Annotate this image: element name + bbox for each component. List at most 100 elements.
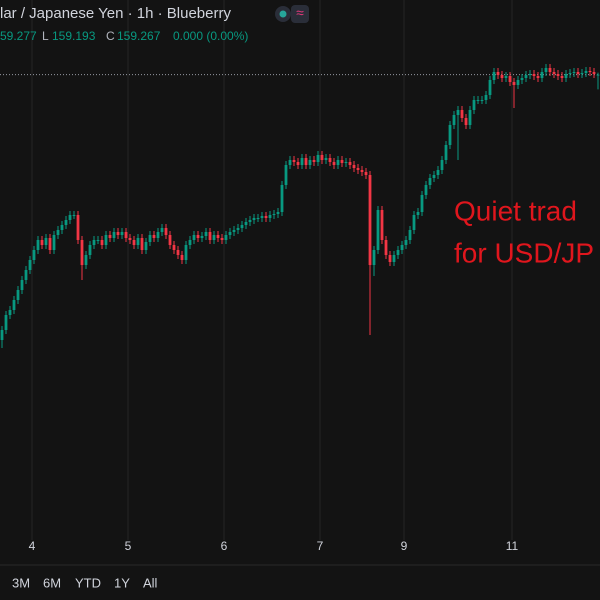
- candle-body: [504, 76, 508, 78]
- candle-body: [240, 225, 244, 228]
- candle-body: [384, 240, 388, 255]
- annotation: for USD/JP: [454, 237, 594, 268]
- candle-body: [164, 228, 168, 235]
- candle-body: [308, 160, 312, 165]
- candle-body: [392, 255, 396, 262]
- candle-body: [400, 245, 404, 250]
- symbol-title: lar / Japanese Yen · 1h · Blueberry: [0, 5, 231, 22]
- range-button[interactable]: YTD: [75, 575, 101, 590]
- candle-body: [536, 76, 540, 78]
- candle-body: [368, 175, 372, 265]
- candle-body: [296, 162, 300, 165]
- candle-body: [344, 162, 348, 163]
- candle-body: [24, 270, 28, 280]
- candle-body: [88, 245, 92, 255]
- candle-body: [488, 80, 492, 95]
- candle-body: [292, 160, 296, 162]
- candle-body: [264, 216, 268, 218]
- legend-low: 159.193: [52, 29, 96, 43]
- candle-body: [544, 68, 548, 72]
- candle-body: [476, 100, 480, 101]
- candle-body: [56, 230, 60, 235]
- candle-body: [208, 232, 212, 240]
- candle-body: [356, 168, 360, 170]
- candle-body: [468, 110, 472, 125]
- candle-body: [496, 72, 500, 75]
- candle-body: [304, 158, 308, 165]
- candle-body: [160, 228, 164, 232]
- candle-body: [416, 212, 420, 215]
- candle-body: [500, 75, 504, 78]
- candle-body: [248, 220, 252, 222]
- x-tick-label: 5: [125, 539, 132, 553]
- candle-body: [268, 215, 272, 218]
- range-button[interactable]: All: [143, 575, 158, 590]
- candle-body: [116, 232, 120, 235]
- candle-body: [456, 110, 460, 115]
- candle-body: [168, 235, 172, 245]
- legend-close: 159.267: [117, 29, 161, 43]
- legend-close-label: C: [106, 29, 115, 43]
- candle-body: [360, 170, 364, 172]
- candle-body: [320, 155, 324, 160]
- candle-body: [108, 235, 112, 238]
- candle-body: [156, 232, 160, 238]
- candle-body: [596, 74, 600, 76]
- indicator-badge: [291, 5, 309, 23]
- candle-body: [212, 235, 216, 240]
- candle-body: [52, 235, 56, 250]
- candle-body: [92, 240, 96, 245]
- candle-body: [216, 235, 220, 238]
- candle-body: [412, 215, 416, 230]
- candle-body: [96, 240, 100, 241]
- candle-body: [280, 185, 284, 212]
- candle-body: [220, 238, 224, 240]
- candle-body: [8, 310, 12, 315]
- candle-body: [332, 162, 336, 165]
- range-button[interactable]: 6M: [43, 575, 61, 590]
- legend-change: 0.000 (0.00%): [173, 29, 248, 43]
- candle-body: [276, 212, 280, 214]
- candle-body: [32, 250, 36, 260]
- candle-body: [520, 78, 524, 80]
- candle-body: [492, 72, 496, 80]
- candle-body: [192, 235, 196, 240]
- candle-body: [260, 216, 264, 218]
- candle-body: [480, 100, 484, 101]
- candles: [0, 64, 600, 348]
- candle-body: [188, 240, 192, 245]
- candle-body: [588, 71, 592, 72]
- candle-body: [376, 210, 380, 250]
- candle-body: [196, 235, 200, 238]
- candle-body: [396, 250, 400, 255]
- candle-body: [60, 225, 64, 230]
- candle-body: [36, 240, 40, 250]
- candle-body: [364, 172, 368, 175]
- candle-body: [200, 236, 204, 238]
- candle-body: [272, 214, 276, 215]
- candle-body: [428, 178, 432, 185]
- candle-body: [76, 215, 80, 240]
- candle-body: [184, 245, 188, 260]
- candle-body: [592, 72, 596, 74]
- candle-body: [508, 76, 512, 82]
- candle-body: [564, 74, 568, 78]
- candle-body: [420, 195, 424, 212]
- candle-body: [300, 158, 304, 165]
- candle-body: [132, 240, 136, 245]
- candle-body: [244, 222, 248, 225]
- candle-body: [448, 125, 452, 145]
- range-button[interactable]: 3M: [12, 575, 30, 590]
- candle-body: [204, 232, 208, 236]
- candle-body: [128, 238, 132, 240]
- candle-body: [48, 238, 52, 250]
- legend-high: 59.277: [0, 29, 37, 43]
- candle-body: [328, 158, 332, 162]
- candle-body: [176, 250, 180, 255]
- candle-body: [548, 68, 552, 72]
- candle-body: [580, 73, 584, 74]
- range-button[interactable]: 1Y: [114, 575, 130, 590]
- candle-body: [144, 242, 148, 250]
